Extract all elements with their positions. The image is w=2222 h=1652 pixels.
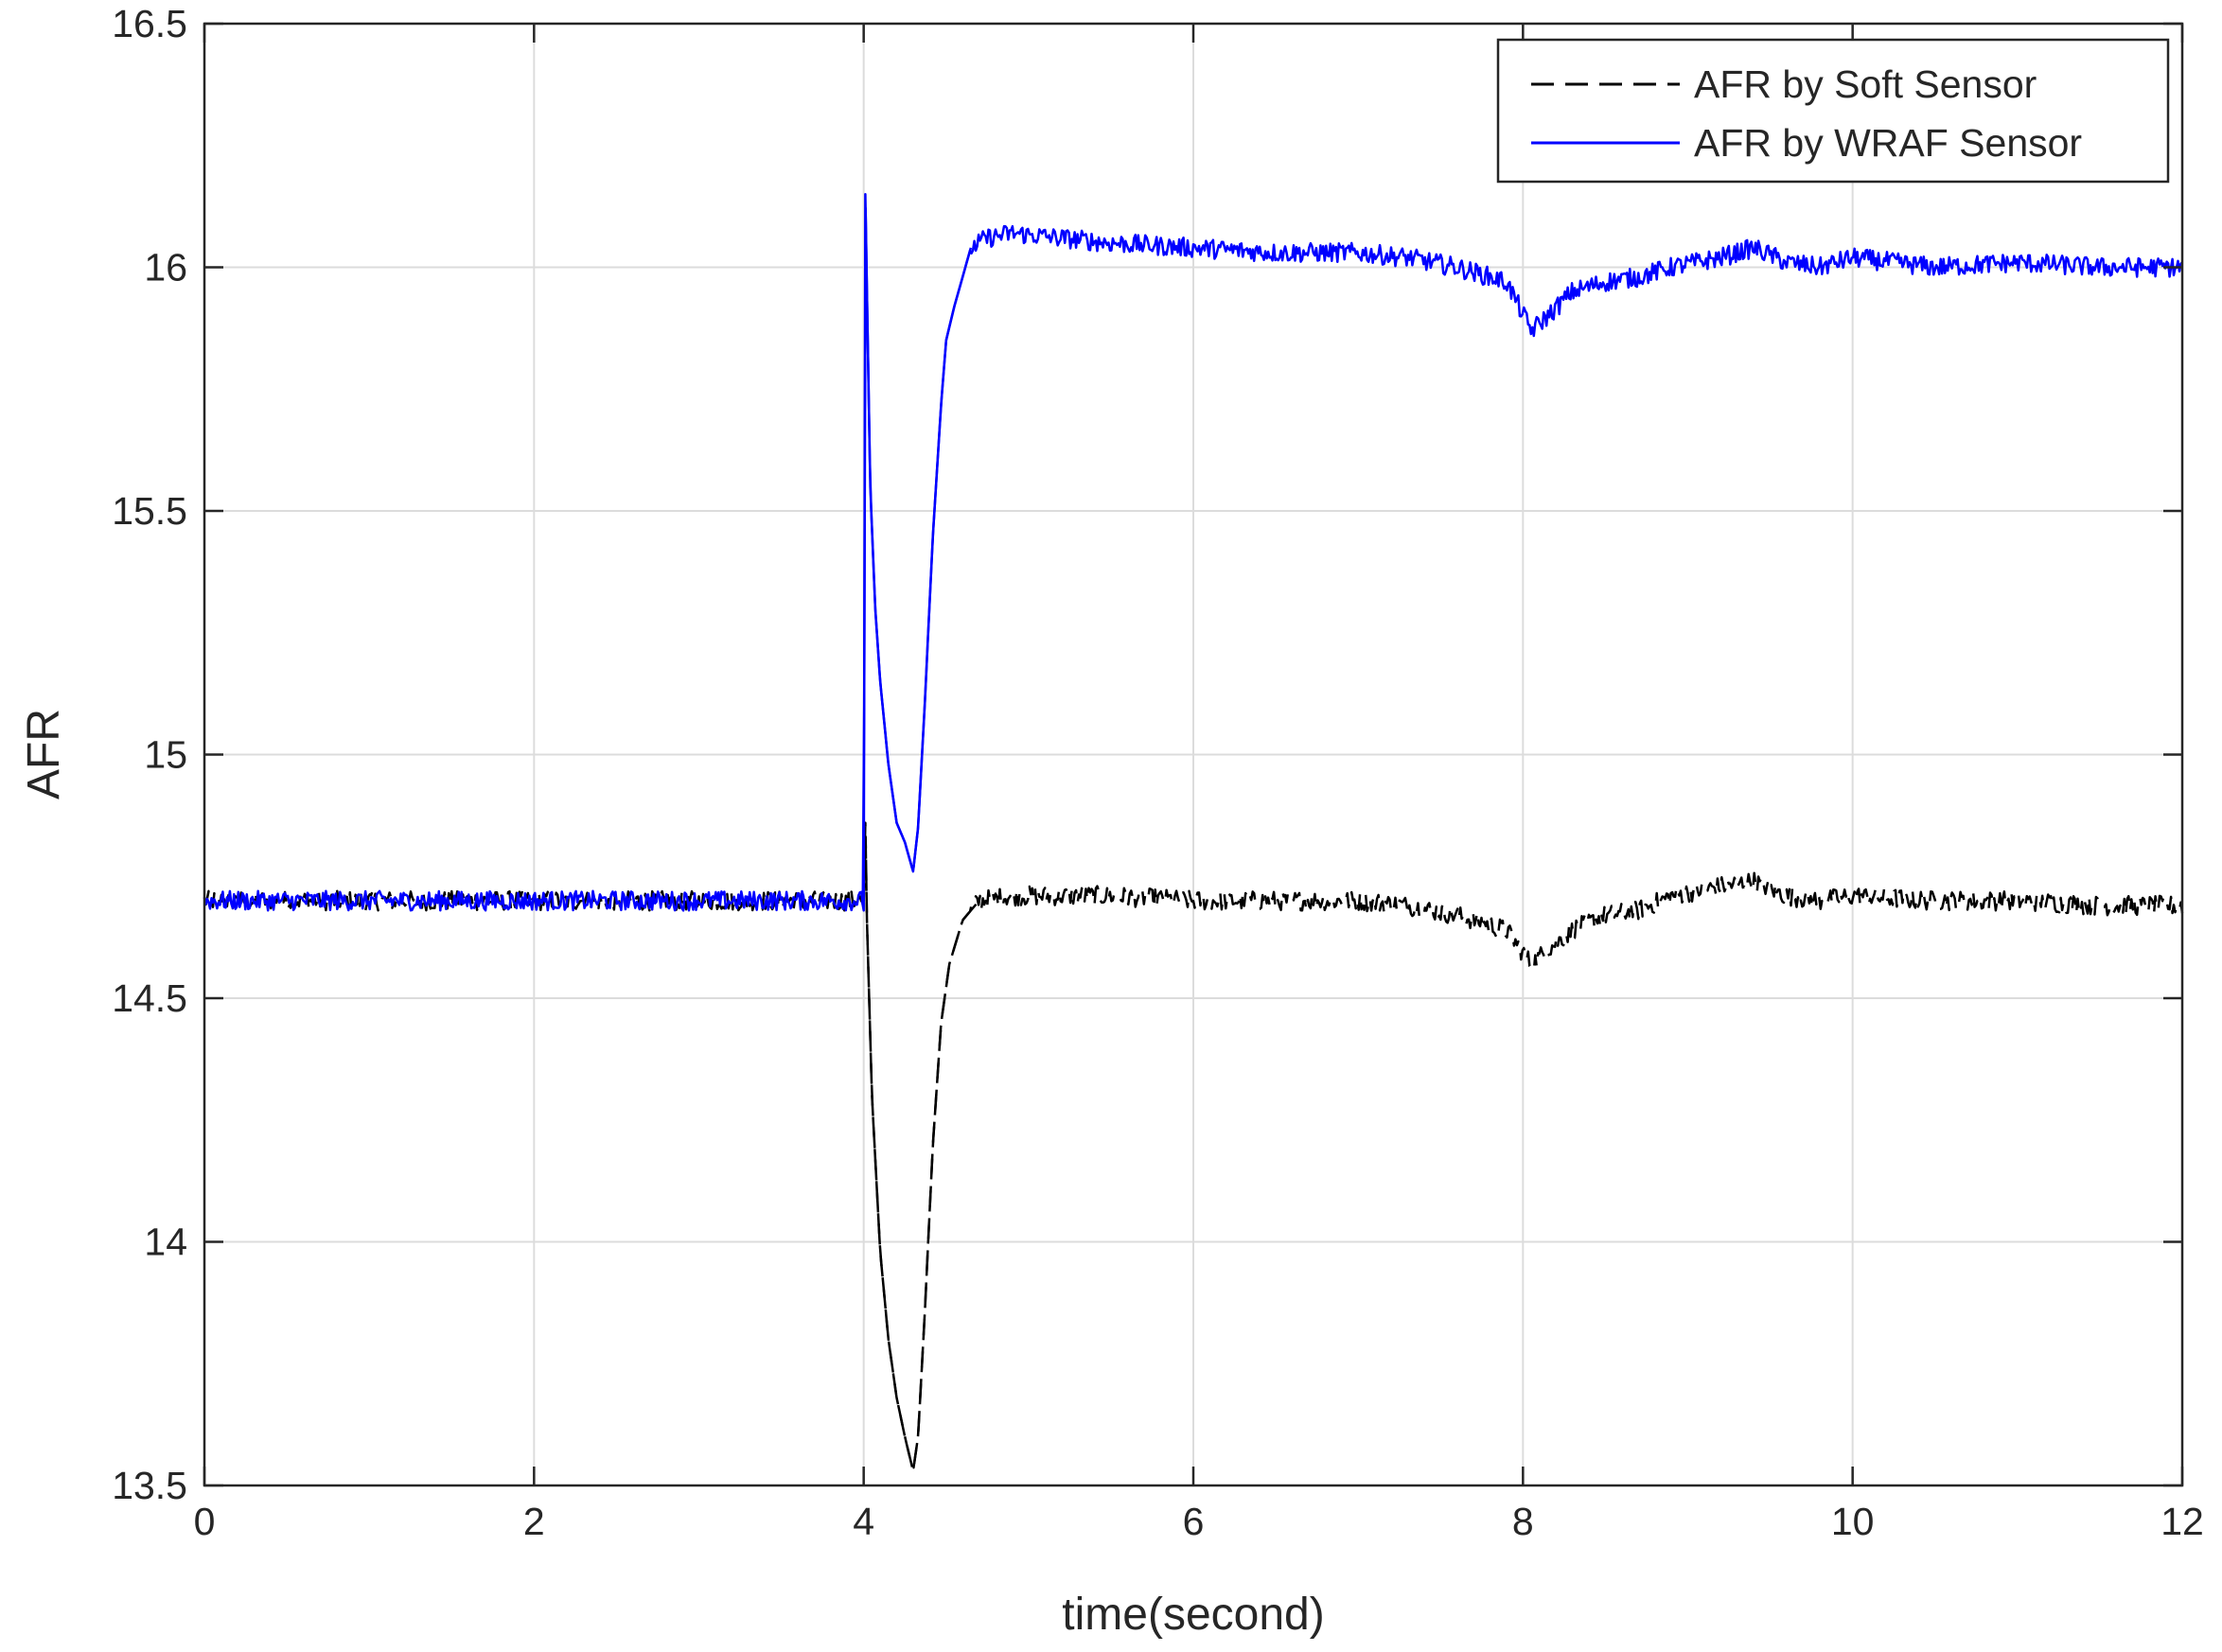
x-tick-label: 6 [1183,1500,1205,1543]
series-line-wraf-sensor [203,206,2183,912]
legend: AFR by Soft Sensor AFR by WRAF Sensor [1496,38,2170,184]
series-layer [203,193,2184,1472]
x-tick-label: 2 [523,1500,545,1543]
y-tick-label: 15 [144,733,187,777]
y-tick-label: 16.5 [112,2,187,45]
legend-label-soft-sensor: AFR by Soft Sensor [1694,62,2037,106]
series-transient-soft-sensor [860,821,980,1472]
x-tick-label: 8 [1512,1500,1534,1543]
x-tick-label: 0 [194,1500,216,1543]
y-tick-label: 16 [144,246,187,290]
y-tick-label: 13.5 [112,1464,187,1507]
y-axis-label: AFR [19,709,69,800]
legend-label-wraf-sensor: AFR by WRAF Sensor [1694,121,2082,165]
y-tick-label: 14 [144,1221,187,1264]
x-tick-label: 12 [2160,1500,2204,1543]
x-axis-label: time(second) [1062,1590,1324,1640]
axis-ticks: 0 2 4 6 8 10 12 13.5 14 14.5 15 15.5 16 16.5 [112,2,2204,1543]
y-tick-label: 15.5 [112,489,187,533]
x-tick-label: 10 [1831,1500,1875,1543]
legend-box [1496,38,2170,184]
series-transient-wraf-sensor [860,193,973,912]
x-tick-label: 4 [853,1500,874,1543]
y-tick-label: 14.5 [112,976,187,1020]
